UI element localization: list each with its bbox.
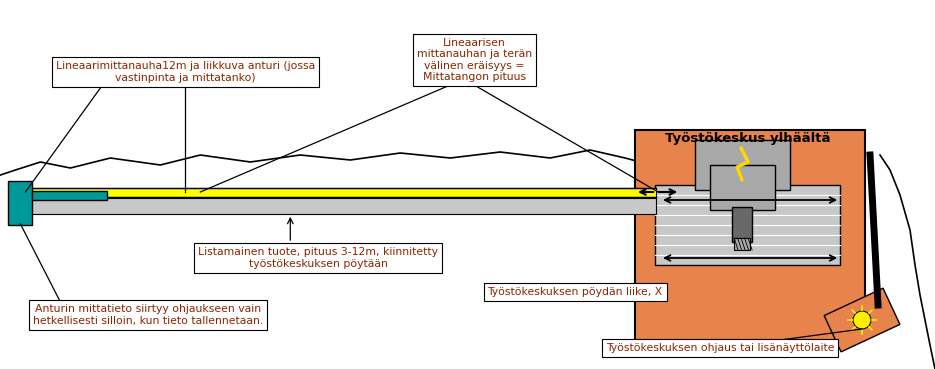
Circle shape (853, 311, 871, 329)
Text: Lineaarisen
mittanauhan ja terän
välinen eräisyys =
Mittatangon pituus: Lineaarisen mittanauhan ja terän välinen… (417, 38, 532, 82)
FancyBboxPatch shape (19, 188, 656, 197)
FancyBboxPatch shape (734, 238, 750, 250)
FancyBboxPatch shape (710, 165, 775, 210)
FancyBboxPatch shape (695, 140, 790, 190)
Polygon shape (824, 288, 899, 352)
Text: Lineaarimittanauha12m ja liikkuva anturi (jossa
vastinpinta ja mittatanko): Lineaarimittanauha12m ja liikkuva anturi… (56, 61, 315, 83)
Text: Anturin mittatieto siirtyy ohjaukseen vain
hetkellisesti silloin, kun tieto tall: Anturin mittatieto siirtyy ohjaukseen va… (34, 304, 264, 326)
FancyBboxPatch shape (655, 185, 840, 265)
Text: Työstökeskuksen pöydän liike, X: Työstökeskuksen pöydän liike, X (487, 287, 663, 297)
FancyBboxPatch shape (732, 207, 752, 242)
Text: Työstökeskus ylhäältä: Työstökeskus ylhäältä (666, 131, 831, 145)
Polygon shape (635, 130, 865, 340)
FancyBboxPatch shape (19, 198, 656, 214)
FancyBboxPatch shape (8, 181, 33, 225)
Text: Listamainen tuote, pituus 3-12m, kiinnitetty
työstökeskuksen pöytään: Listamainen tuote, pituus 3-12m, kiinnit… (198, 247, 439, 269)
Text: Työstökeskuksen ohjaus tai lisänäyttölaite: Työstökeskuksen ohjaus tai lisänäyttölai… (606, 343, 834, 353)
FancyBboxPatch shape (33, 191, 108, 200)
